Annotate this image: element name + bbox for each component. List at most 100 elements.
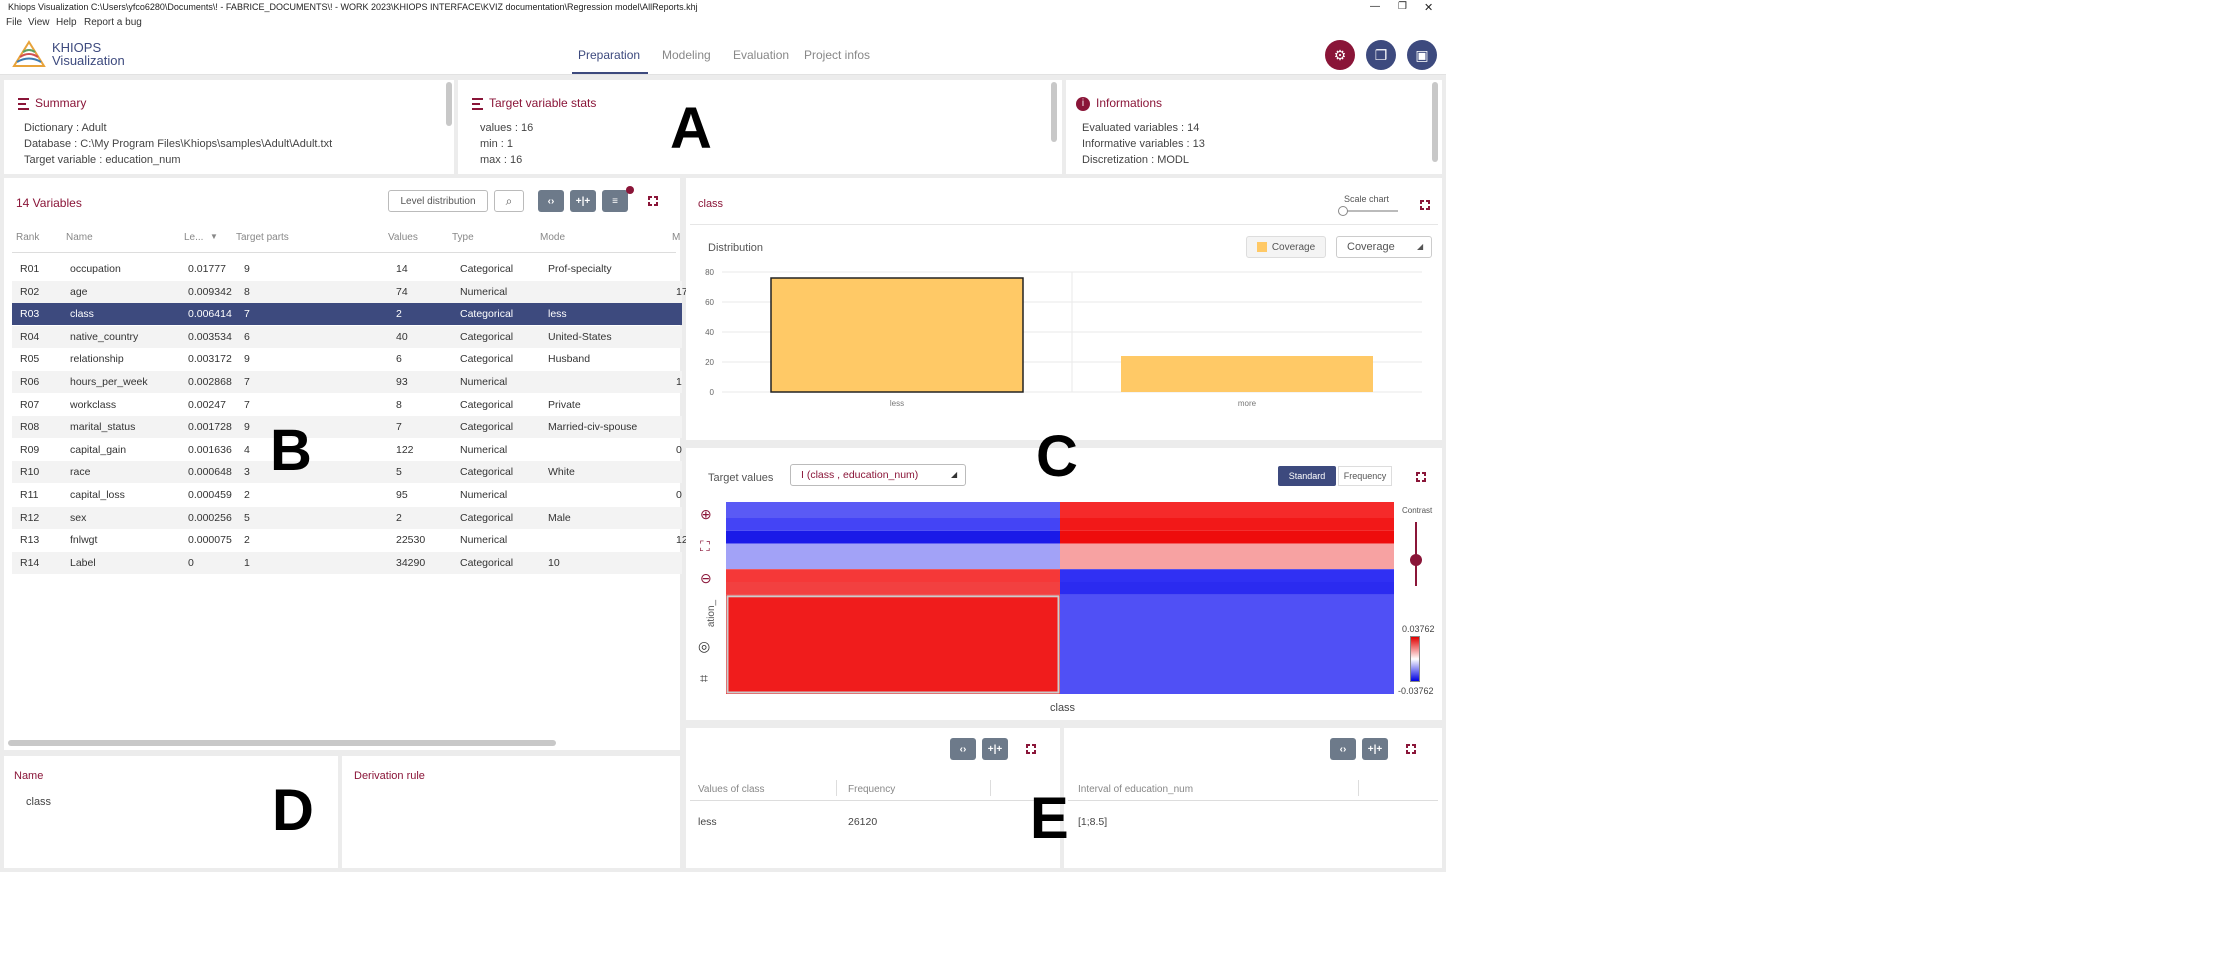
tab-preparation[interactable]: Preparation [578,48,641,62]
derivation-panel: Derivation rule [342,756,680,868]
informations-scrollbar[interactable] [1432,82,1438,162]
table-row[interactable]: R14 Label 0 1 34290 Categorical 10 [12,551,682,574]
tab-project-infos[interactable]: Project infos [804,48,871,62]
cell-type: Categorical [460,421,514,434]
heatmap-fullscreen-icon[interactable] [1415,471,1427,483]
coverage-legend[interactable]: Coverage [1246,236,1326,258]
column-collapse-button[interactable]: ‹› [538,190,564,212]
values-row-frequency[interactable]: 26120 [848,816,878,828]
cell-type: Numerical [460,534,508,547]
heatmap-cell[interactable] [726,569,1060,582]
zoom-in-icon[interactable]: ⊕ [700,506,712,522]
standard-toggle[interactable]: Standard [1278,466,1336,486]
heatmap-cell[interactable] [1060,543,1394,570]
summary-scrollbar[interactable] [446,82,452,126]
tab-evaluation[interactable]: Evaluation [733,48,790,62]
level-distribution-button[interactable]: Level distribution [388,190,488,212]
heatmap-cell[interactable] [726,582,1060,595]
menu-bar: File View Help Report a bug [0,14,1446,30]
table-row[interactable]: R12 sex 0.000256 5 2 Categorical Male [12,506,682,529]
col-header-interval[interactable]: Interval of education_num [1078,784,1194,795]
heatmap-cell[interactable] [1060,502,1394,518]
search-button[interactable]: ⌕ [494,190,524,212]
heatmap-grid[interactable] [726,502,1394,694]
cell-level: 0.000648 [188,466,232,479]
variables-h-scrollbar[interactable] [8,740,556,746]
col-header-mode[interactable]: Mode [540,232,566,243]
bar-more[interactable] [1121,356,1373,392]
cell-values: 2 [396,308,402,321]
heatmap-cell[interactable] [726,502,1060,518]
table-row[interactable]: R09 capital_gain 0.001636 4 122 Numerical 0 [12,439,682,461]
table-row[interactable]: R08 marital_status 0.001728 9 7 Categorical Ma… [12,416,682,439]
release-notes-button[interactable]: ❐ [1366,40,1396,70]
zoom-out-icon[interactable]: ⊖ [700,570,712,586]
eye-off-icon[interactable]: ◎ [698,638,711,654]
heatmap-cell[interactable] [726,518,1060,531]
chart-fullscreen-icon[interactable] [1419,199,1431,211]
target-stats-scrollbar[interactable] [1051,82,1057,142]
fit-screen-icon[interactable]: ⛶ [700,538,710,554]
col-header-frequency[interactable]: Frequency [848,784,896,795]
interval-collapse-button[interactable]: ‹› [1330,738,1356,760]
bar-less[interactable] [770,277,1024,393]
table-row[interactable]: R04 native_country 0.003534 6 40 Categorical U… [12,325,682,348]
col-header-name[interactable]: Name [66,232,93,243]
settings-button[interactable]: ⚙ [1325,40,1355,70]
values-collapse-button[interactable]: ‹› [950,738,976,760]
table-row[interactable]: R10 race 0.000648 3 5 Categorical White [12,461,682,484]
col-header-target-parts[interactable]: Target parts [236,232,289,243]
col-header-type[interactable]: Type [452,232,474,243]
table-row[interactable]: R06 hours_per_week 0.002868 7 93 Numerical 1 [12,371,682,393]
interval-row-value[interactable]: [1;8.5] [1078,816,1108,828]
table-row[interactable]: R11 capital_loss 0.000459 2 95 Numerical 0 [12,484,682,506]
info-icon: i [1076,96,1090,111]
heatmap-cell[interactable] [1060,582,1394,595]
interval-fullscreen-icon[interactable] [1405,743,1417,755]
table-row[interactable]: R02 age 0.009342 8 74 Numerical 17 [12,280,688,303]
col-header-level[interactable]: Le... [184,232,204,243]
filter-button[interactable]: ≡ [602,190,628,212]
table-row[interactable]: R05 relationship 0.003172 9 6 Categorical Husb… [12,348,682,370]
scale-chart-slider-track[interactable] [1342,210,1398,212]
col-header-values-of-class[interactable]: Values of class [698,784,765,795]
interval-expand-button[interactable]: +|+ [1362,738,1388,760]
table-row[interactable]: R03 class 0.006414 7 2 Categorical less [12,303,682,326]
menu-view[interactable]: View [28,17,50,28]
sort-desc-icon[interactable]: ▼ [210,232,218,241]
table-row[interactable]: R13 fnlwgt 0.000075 2 22530 Numerical 12 [12,529,688,551]
fullscreen-icon[interactable] [647,195,659,207]
col-header-more[interactable]: M [672,232,681,243]
frequency-toggle[interactable]: Frequency [1338,466,1392,486]
tab-modeling[interactable]: Modeling [662,48,711,62]
close-icon[interactable]: ✕ [1424,2,1434,14]
values-expand-button[interactable]: +|+ [982,738,1008,760]
values-fullscreen-icon[interactable] [1025,743,1037,755]
col-header-rank[interactable]: Rank [16,232,40,243]
heatmap-cell[interactable] [726,594,1060,694]
menu-help[interactable]: Help [56,17,77,28]
column-expand-button[interactable]: +|+ [570,190,596,212]
heatmap-cell[interactable] [1060,594,1394,694]
cell-mode: Prof-specialty [548,263,612,275]
contrast-slider-thumb[interactable] [1410,554,1422,566]
table-row[interactable]: R01 occupation 0.01777 9 14 Categorical Prof-s… [12,258,682,280]
open-file-button[interactable]: ▣ [1407,40,1437,70]
crop-icon[interactable]: ⌗ [700,670,708,686]
table-row[interactable]: R07 workclass 0.00247 7 8 Categorical Private [12,394,682,416]
heatmap-cell[interactable] [1060,530,1394,544]
minimize-icon[interactable]: — [1370,1,1380,12]
values-row-value[interactable]: less [698,816,717,828]
scale-chart-slider-thumb[interactable] [1338,206,1348,216]
heatmap-cell[interactable] [1060,569,1394,582]
col-header-values[interactable]: Values [388,232,418,243]
menu-report-bug[interactable]: Report a bug [84,17,142,28]
menu-file[interactable]: File [6,17,23,28]
heatmap-cell[interactable] [1060,518,1394,531]
heatmap-cell[interactable] [726,543,1060,570]
maximize-icon[interactable]: ❐ [1398,1,1407,12]
target-values-select[interactable]: I (class , education_num) ◢ [790,464,966,486]
coverage-select[interactable]: Coverage ◢ [1336,236,1432,258]
info-discretization: Discretization : MODL [1082,154,1189,166]
heatmap-cell[interactable] [726,530,1060,544]
